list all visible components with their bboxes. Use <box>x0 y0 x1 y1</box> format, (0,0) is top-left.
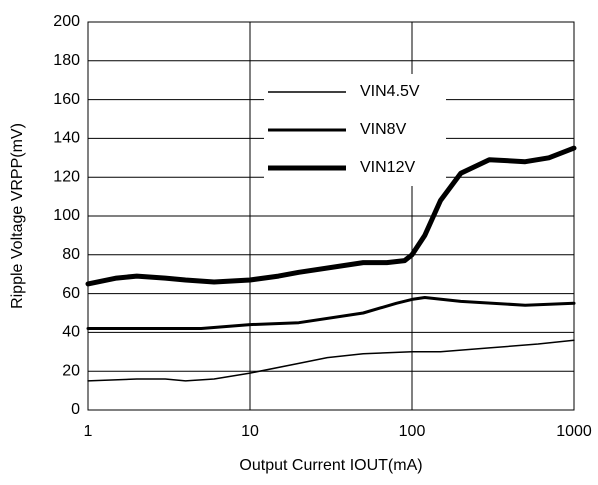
x-tick-label: 100 <box>399 423 426 440</box>
y-axis-label: Ripple Voltage VRPP(mV) <box>9 123 26 309</box>
legend-label: VIN8V <box>360 121 407 138</box>
data-line <box>86 296 576 330</box>
data-line <box>87 339 575 382</box>
y-tick-label: 20 <box>62 362 80 379</box>
y-tick-label: 80 <box>62 246 80 263</box>
data-line <box>85 145 577 287</box>
legend-label: VIN4.5V <box>360 83 420 100</box>
x-tick-label: 1000 <box>556 423 592 440</box>
legend-label: VIN12V <box>360 159 415 176</box>
y-tick-label: 140 <box>53 130 80 147</box>
y-tick-label: 40 <box>62 324 80 341</box>
y-tick-label: 0 <box>71 401 80 418</box>
y-tick-label: 120 <box>53 168 80 185</box>
x-tick-label: 10 <box>241 423 259 440</box>
y-tick-label: 100 <box>53 207 80 224</box>
x-tick-label: 1 <box>84 423 93 440</box>
y-tick-label: 200 <box>53 13 80 30</box>
y-tick-label: 180 <box>53 52 80 69</box>
y-tick-label: 160 <box>53 91 80 108</box>
y-tick-label: 60 <box>62 285 80 302</box>
x-axis-label: Output Current IOUT(mA) <box>239 457 422 474</box>
plot-frame <box>87 21 575 411</box>
